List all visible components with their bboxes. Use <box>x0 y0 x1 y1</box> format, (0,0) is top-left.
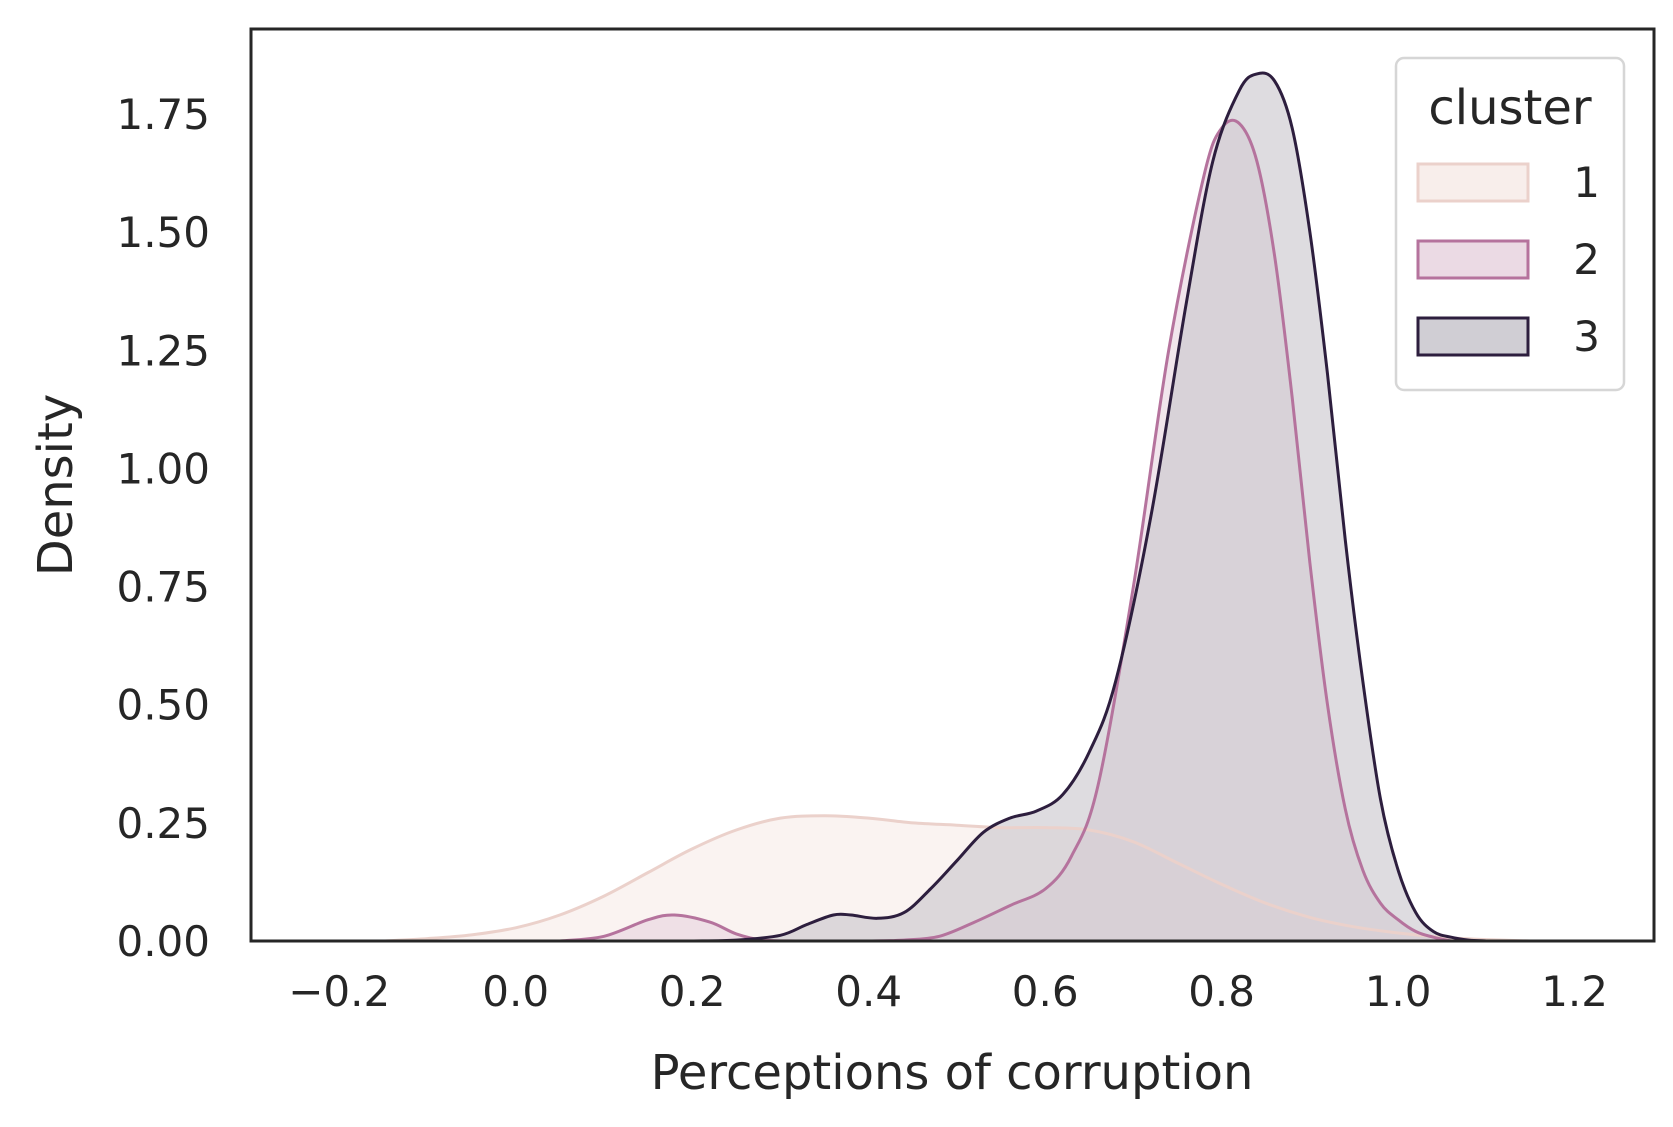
legend-label-cluster-2: 2 <box>1573 235 1600 284</box>
x-tick-label: 0.8 <box>1188 967 1255 1016</box>
density-line-cluster-1 <box>383 814 1531 943</box>
axis-ticks: −0.2 0.0 0.2 0.4 0.6 0.8 1.0 1.2 0.00 0.25 0.50 0.7… <box>116 90 1608 1016</box>
y-tick-label: 1.00 <box>116 445 210 494</box>
density-line-cluster-3 <box>692 71 1487 943</box>
legend-swatch-cluster-1 <box>1416 162 1530 203</box>
y-tick-label: 0.50 <box>116 681 210 730</box>
x-tick-label: 0.0 <box>482 967 549 1016</box>
plot-frame <box>249 27 1656 943</box>
y-tick-label: 0.25 <box>116 799 210 848</box>
x-tick-label: 0.2 <box>659 967 726 1016</box>
y-tick-label: 1.50 <box>116 208 210 257</box>
density-fills <box>383 73 1531 941</box>
legend: cluster 1 2 3 <box>1394 56 1626 392</box>
x-tick-label: 0.4 <box>835 967 902 1016</box>
y-tick-label: 0.75 <box>116 563 210 612</box>
legend-box <box>1394 56 1626 392</box>
y-tick-label: 0.00 <box>116 917 210 966</box>
legend-swatch-cluster-3 <box>1416 316 1530 357</box>
x-axis-label: Perceptions of corruption <box>651 1045 1254 1101</box>
y-tick-label: 1.75 <box>116 90 210 139</box>
y-tick-label: 1.25 <box>116 326 210 375</box>
legend-label-cluster-3: 3 <box>1573 312 1600 361</box>
legend-swatch-cluster-2 <box>1416 239 1530 280</box>
y-axis-label: Density <box>28 394 84 576</box>
legend-label-cluster-1: 1 <box>1573 158 1600 207</box>
x-tick-label: 0.6 <box>1012 967 1079 1016</box>
legend-title: cluster <box>1428 80 1592 136</box>
x-tick-label: 1.2 <box>1541 967 1608 1016</box>
density-area-cluster-3 <box>692 73 1487 941</box>
x-tick-label: 1.0 <box>1365 967 1432 1016</box>
x-tick-label: −0.2 <box>288 967 390 1016</box>
